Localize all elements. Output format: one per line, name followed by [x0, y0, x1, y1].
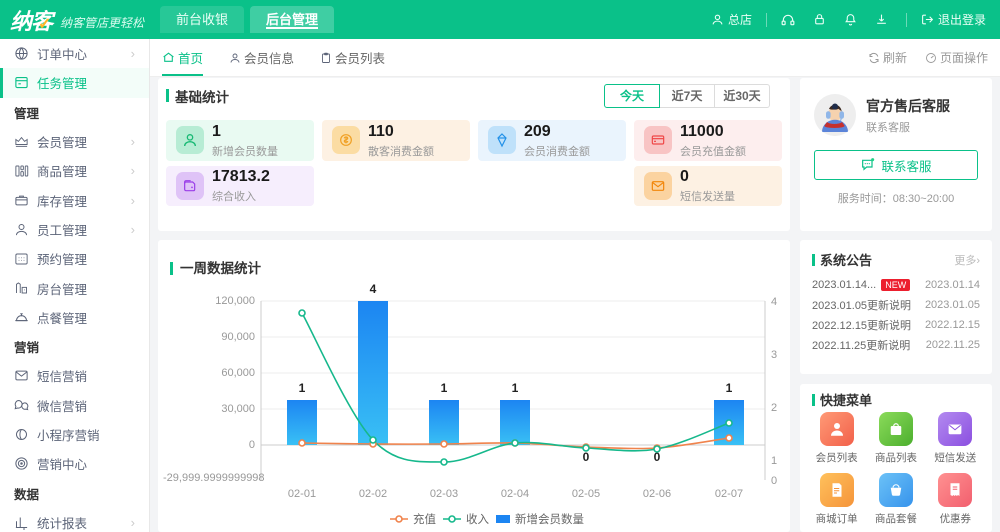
- svg-text:一周数据统计: 一周数据统计: [180, 260, 261, 276]
- svg-text:02-04: 02-04: [501, 488, 529, 500]
- svg-text:1: 1: [299, 381, 306, 395]
- svg-text:1: 1: [512, 381, 519, 395]
- svg-text:新增会员数量: 新增会员数量: [515, 512, 584, 526]
- svg-text:02-01: 02-01: [288, 488, 316, 500]
- svg-text:3: 3: [771, 349, 777, 361]
- svg-text:2: 2: [771, 402, 777, 414]
- svg-text:-29,999.9999999998: -29,999.9999999998: [163, 472, 265, 484]
- svg-text:1: 1: [771, 455, 777, 467]
- svg-text:4: 4: [771, 296, 777, 308]
- svg-text:02-03: 02-03: [430, 488, 458, 500]
- svg-text:90,000: 90,000: [221, 331, 255, 343]
- svg-text:1: 1: [441, 381, 448, 395]
- svg-text:30,000: 30,000: [221, 403, 255, 415]
- svg-text:0: 0: [771, 475, 777, 487]
- svg-text:02-05: 02-05: [572, 488, 600, 500]
- svg-text:120,000: 120,000: [215, 295, 255, 307]
- svg-text:1: 1: [726, 381, 733, 395]
- svg-text:02-06: 02-06: [643, 488, 671, 500]
- svg-text:02-02: 02-02: [359, 488, 387, 500]
- svg-text:02-07: 02-07: [715, 488, 743, 500]
- svg-text:0: 0: [583, 450, 590, 464]
- svg-text:60,000: 60,000: [221, 367, 255, 379]
- svg-text:收入: 收入: [466, 512, 489, 526]
- svg-text:4: 4: [370, 282, 377, 296]
- svg-text:0: 0: [249, 439, 255, 451]
- svg-text:充值: 充值: [413, 512, 436, 526]
